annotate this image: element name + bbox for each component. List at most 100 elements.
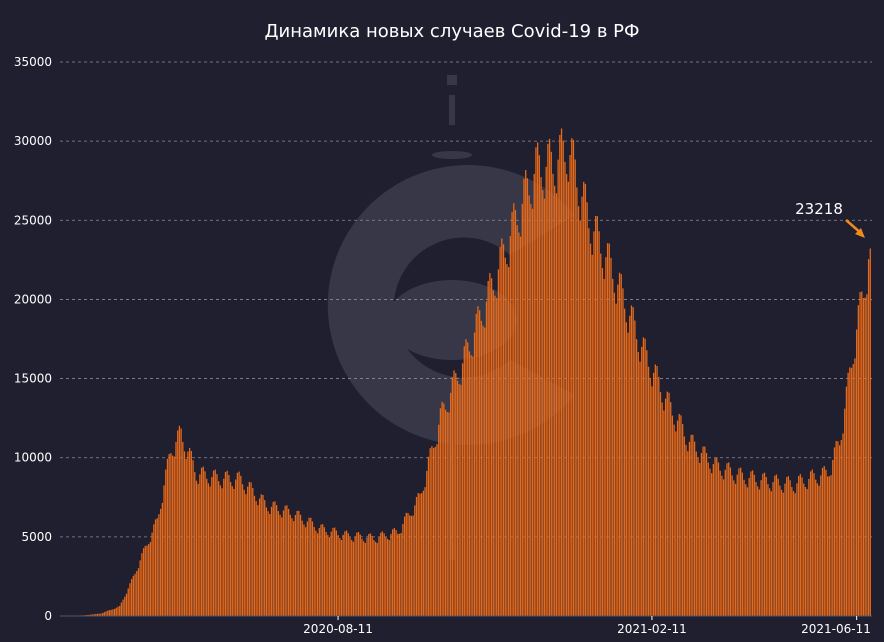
bar xyxy=(603,278,605,616)
bar xyxy=(780,489,783,616)
bar xyxy=(294,514,297,616)
bar xyxy=(716,457,718,616)
bar xyxy=(223,478,225,616)
bar xyxy=(746,487,749,616)
bar xyxy=(864,297,866,616)
bar xyxy=(142,548,145,616)
bar xyxy=(700,452,703,616)
bar xyxy=(119,605,121,616)
bar xyxy=(859,292,861,616)
bar xyxy=(485,301,488,616)
bar xyxy=(857,305,859,616)
bar xyxy=(160,508,162,616)
bar xyxy=(199,474,201,616)
bar xyxy=(844,408,846,616)
bar xyxy=(596,216,598,616)
bar xyxy=(269,513,271,616)
bar xyxy=(386,538,389,616)
bar xyxy=(318,528,320,616)
bar xyxy=(741,472,743,616)
bar xyxy=(144,545,146,616)
bar xyxy=(356,532,358,616)
bar xyxy=(569,154,571,617)
bar xyxy=(798,476,800,616)
bar xyxy=(265,507,268,616)
bar xyxy=(598,231,600,617)
bar xyxy=(740,467,742,616)
bar xyxy=(349,537,351,616)
bar xyxy=(282,510,285,616)
bar xyxy=(443,403,445,616)
bar xyxy=(792,491,795,616)
bar xyxy=(786,477,788,616)
bar xyxy=(850,367,853,616)
bar xyxy=(284,505,286,616)
bar xyxy=(381,531,384,616)
bar xyxy=(748,477,750,616)
bar xyxy=(506,264,508,616)
bar xyxy=(226,470,228,616)
bar xyxy=(340,540,343,616)
y-axis: 0 5000 10000 15000 20000 25000 30000 35000 xyxy=(14,55,52,623)
bar xyxy=(738,468,740,616)
bar xyxy=(482,325,484,616)
bar xyxy=(567,181,569,617)
bar xyxy=(177,430,179,616)
bar xyxy=(255,501,257,616)
bar xyxy=(233,488,235,616)
bar xyxy=(149,541,152,616)
bar xyxy=(543,198,546,617)
bar xyxy=(799,474,801,616)
bar xyxy=(531,208,534,616)
bar xyxy=(547,143,549,616)
bar xyxy=(461,363,464,616)
bar xyxy=(659,392,662,616)
bar xyxy=(132,575,134,616)
bar xyxy=(644,338,646,616)
bar xyxy=(175,441,177,616)
bar xyxy=(166,458,169,616)
bar xyxy=(627,332,629,616)
bar xyxy=(173,456,175,616)
bar xyxy=(820,475,822,616)
bar xyxy=(453,370,455,616)
bar xyxy=(699,462,701,616)
bar xyxy=(630,305,633,616)
bar xyxy=(422,490,424,616)
bar xyxy=(550,151,552,616)
bar xyxy=(487,281,489,616)
bar xyxy=(559,134,561,616)
bar xyxy=(88,614,90,616)
bar xyxy=(219,485,221,616)
bar xyxy=(490,278,493,616)
bar xyxy=(153,524,155,616)
bar xyxy=(675,431,677,616)
bar xyxy=(492,290,494,616)
bar xyxy=(707,462,709,616)
bar xyxy=(697,458,699,616)
bar xyxy=(682,424,684,616)
bar xyxy=(204,471,206,616)
bar xyxy=(530,204,532,616)
bar xyxy=(605,257,607,616)
bar xyxy=(673,424,675,616)
bar xyxy=(185,458,187,616)
bar xyxy=(197,483,199,616)
bar xyxy=(610,257,612,616)
bar xyxy=(833,447,836,616)
bar xyxy=(158,514,160,616)
bar xyxy=(115,607,117,616)
bar xyxy=(316,533,319,616)
bar xyxy=(533,173,535,616)
bar xyxy=(402,524,404,616)
bar xyxy=(579,220,581,616)
bar xyxy=(513,203,515,616)
bar xyxy=(301,520,303,616)
bar xyxy=(148,544,150,616)
bar xyxy=(663,410,665,616)
bar xyxy=(211,477,213,616)
bar xyxy=(397,533,399,616)
bar xyxy=(537,142,539,616)
bar xyxy=(354,536,356,616)
bar xyxy=(107,610,109,616)
